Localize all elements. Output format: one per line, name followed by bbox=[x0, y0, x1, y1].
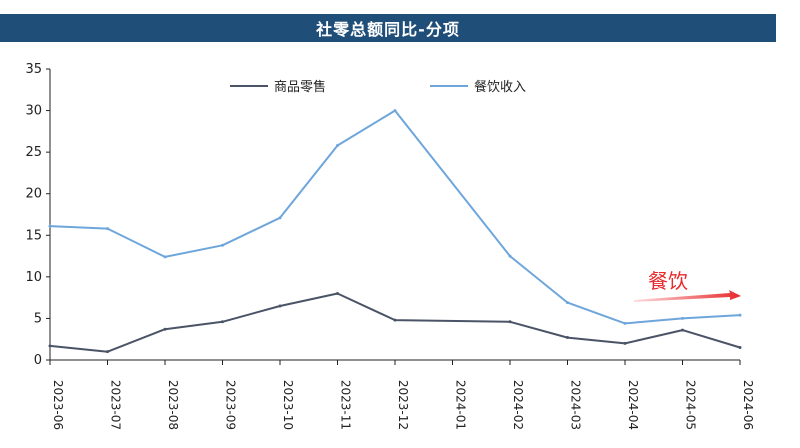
data-point-1 bbox=[106, 227, 109, 231]
data-point-0 bbox=[566, 336, 569, 340]
annotation-arrow-icon bbox=[634, 290, 741, 302]
data-point-0 bbox=[163, 327, 167, 331]
y-tick-label: 25 bbox=[25, 145, 42, 160]
annotation-label: 餐饮 bbox=[648, 269, 688, 293]
data-point-1 bbox=[278, 216, 282, 220]
data-point-0 bbox=[681, 328, 684, 332]
x-tick-label: 2024-06 bbox=[741, 380, 755, 430]
series-line-1 bbox=[49, 109, 741, 325]
x-tick-label: 2023-07 bbox=[109, 380, 123, 430]
y-tick-label: 10 bbox=[25, 270, 42, 285]
data-point-0 bbox=[278, 304, 282, 308]
x-tick-label: 2024-05 bbox=[684, 380, 698, 430]
data-point-0 bbox=[221, 320, 224, 324]
legend-label-0: 商品零售 bbox=[274, 79, 326, 95]
x-tick-label: 2023-06 bbox=[51, 380, 65, 430]
data-point-1 bbox=[48, 224, 52, 228]
data-point-1 bbox=[221, 243, 224, 247]
x-tick-label: 2023-09 bbox=[224, 380, 238, 430]
data-point-0 bbox=[336, 291, 339, 295]
data-point-0 bbox=[508, 320, 512, 324]
data-point-1 bbox=[163, 255, 167, 259]
y-tick-label: 0 bbox=[34, 353, 42, 368]
data-point-1 bbox=[508, 254, 512, 258]
data-point-1 bbox=[566, 301, 569, 305]
y-tick-label: 5 bbox=[34, 311, 42, 326]
x-tick-label: 2024-04 bbox=[626, 380, 640, 430]
chart-title: 社零总额同比-分项 bbox=[0, 14, 776, 42]
x-tick-label: 2024-02 bbox=[511, 380, 525, 430]
data-point-1 bbox=[336, 143, 339, 147]
y-tick-label: 30 bbox=[25, 104, 42, 119]
x-tick-label: 2023-08 bbox=[166, 380, 180, 430]
data-point-0 bbox=[106, 350, 109, 354]
data-point-1 bbox=[681, 316, 684, 320]
data-point-0 bbox=[48, 344, 52, 348]
x-tick-label: 2024-03 bbox=[569, 380, 583, 430]
data-point-0 bbox=[393, 318, 397, 322]
y-tick-label: 20 bbox=[25, 187, 42, 202]
x-tick-label: 2023-11 bbox=[339, 380, 353, 430]
x-tick-label: 2024-01 bbox=[454, 380, 468, 430]
data-point-1 bbox=[393, 109, 397, 113]
data-point-0 bbox=[623, 341, 627, 345]
data-point-1 bbox=[623, 321, 627, 325]
data-point-1 bbox=[738, 313, 742, 317]
series-line-0 bbox=[49, 292, 741, 353]
legend-label-1: 餐饮收入 bbox=[474, 79, 526, 95]
y-tick-label: 35 bbox=[25, 62, 42, 77]
x-tick-label: 2023-10 bbox=[281, 380, 295, 430]
y-tick-label: 15 bbox=[25, 228, 42, 243]
x-tick-label: 2023-12 bbox=[396, 380, 410, 430]
data-point-0 bbox=[738, 346, 742, 350]
